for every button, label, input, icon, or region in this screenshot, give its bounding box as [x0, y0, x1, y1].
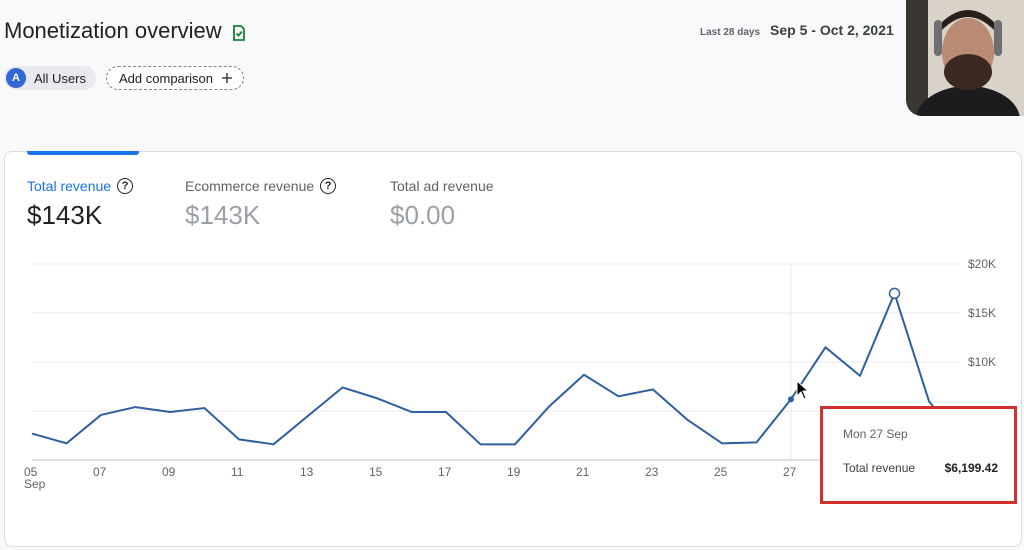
x-tick-label: 09	[162, 465, 176, 479]
y-tick-label: $20K	[968, 257, 996, 271]
add-comparison-label: Add comparison	[119, 70, 213, 86]
x-tick-label: 25	[714, 465, 728, 479]
metric-label-ecommerce-revenue: Ecommerce revenue	[185, 178, 315, 194]
x-tick-label: 17	[438, 465, 452, 479]
date-range-text: Sep 5 - Oct 2, 2021	[770, 22, 894, 38]
all-users-label: All Users	[34, 70, 87, 86]
chart-tooltip: Mon 27 Sep Total revenue $6,199.42	[820, 406, 1017, 504]
data-point	[788, 396, 794, 403]
x-tick-sublabel: Sep	[24, 477, 46, 491]
page-title: Monetization overview	[4, 18, 248, 44]
x-tick-label: 15	[369, 465, 383, 479]
tooltip-label: Total revenue	[843, 461, 916, 475]
x-tick-label: 05	[24, 465, 38, 479]
help-icon[interactable]: ?	[117, 178, 134, 194]
x-tick-label: 21	[576, 465, 590, 479]
tooltip-row: Total revenue $6,199.42	[843, 461, 998, 475]
date-range-selector[interactable]: Last 28 days Sep 5 - Oct 2, 2021	[700, 22, 894, 38]
x-tick-label: 07	[93, 465, 107, 479]
data-point	[888, 287, 901, 300]
metric-value-total-ad-revenue: $0.00	[390, 200, 456, 230]
tooltip-value: $6,199.42	[944, 461, 998, 475]
metric-value-ecommerce-revenue: $143K	[185, 200, 261, 230]
verified-check-icon[interactable]	[230, 24, 248, 42]
metric-total-revenue[interactable]: Total revenue ? $143K	[27, 178, 134, 231]
comparison-bar: A All Users Add comparison	[4, 66, 244, 90]
mouse-cursor-icon	[796, 380, 810, 400]
x-tick-label: 27	[783, 465, 797, 479]
series-line	[31, 292, 965, 446]
active-card-indicator	[27, 151, 139, 155]
metric-label-total-ad-revenue: Total ad revenue	[390, 178, 494, 194]
plus-icon	[221, 73, 232, 83]
metric-total-ad-revenue[interactable]: Total ad revenue $0.00	[390, 178, 494, 231]
add-comparison-button[interactable]: Add comparison	[106, 66, 244, 90]
x-tick-label: 11	[231, 465, 244, 479]
presenter-video	[906, 0, 1024, 116]
metric-label-total-revenue: Total revenue	[27, 178, 112, 194]
x-tick-label: 19	[507, 465, 521, 479]
avatar: A	[6, 68, 26, 88]
y-tick-label: $15K	[968, 306, 996, 320]
webcam-overlay	[906, 0, 1024, 116]
all-users-chip[interactable]: A All Users	[4, 66, 97, 90]
help-icon[interactable]: ?	[320, 178, 337, 194]
y-tick-label: $10K	[968, 355, 996, 369]
metric-ecommerce-revenue[interactable]: Ecommerce revenue ? $143K	[185, 178, 337, 231]
page-title-text: Monetization overview	[4, 18, 222, 43]
tooltip-date: Mon 27 Sep	[843, 427, 908, 441]
date-period-label: Last 28 days	[700, 27, 761, 38]
x-tick-label: 13	[300, 465, 314, 479]
x-tick-label: 23	[645, 465, 659, 479]
metric-value-total-revenue: $143K	[27, 200, 103, 230]
